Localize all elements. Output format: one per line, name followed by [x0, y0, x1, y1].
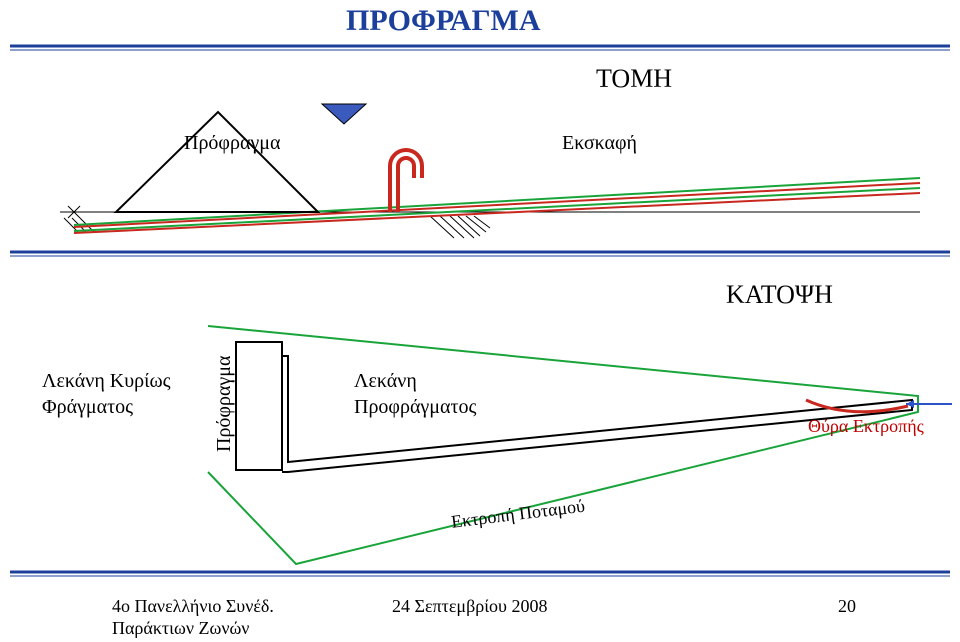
- label-diversion-gate: Θύρα Εκτροπής: [808, 416, 924, 437]
- label-cofferdam-side: Πρόφραγμα: [213, 356, 236, 452]
- label-excavation: Εκσκαφή: [562, 132, 637, 155]
- diagram-svg: [0, 0, 960, 642]
- label-cofferdam-top: Πρόφραγμα: [184, 132, 280, 155]
- footer-left-2: Παράκτιων Ζωνών: [112, 618, 249, 639]
- label-main-basin-1: Λεκάνη Κυρίως: [42, 370, 171, 393]
- label-sub-basin-2: Προφράγματος: [354, 396, 476, 419]
- label-sub-basin-1: Λεκάνη: [354, 370, 417, 393]
- diagram-canvas: ΠΡΟΦΡΑΓΜΑ ΤΟΜΗ ΚΑΤΟΨΗ Πρόφραγμα Εκσκαφή …: [0, 0, 960, 642]
- plan-title: ΚΑΤΟΨΗ: [726, 280, 833, 310]
- footer-center: 24 Σεπτεμβρίου 2008: [392, 596, 547, 617]
- label-main-basin-2: Φράγματος: [42, 396, 133, 419]
- page-title: ΠΡΟΦΡΑΓΜΑ: [346, 4, 541, 38]
- section-title: ΤΟΜΗ: [596, 64, 672, 94]
- footer-left-1: 4ο Πανελλήνιο Συνέδ.: [112, 596, 274, 617]
- footer-page-number: 20: [838, 596, 856, 617]
